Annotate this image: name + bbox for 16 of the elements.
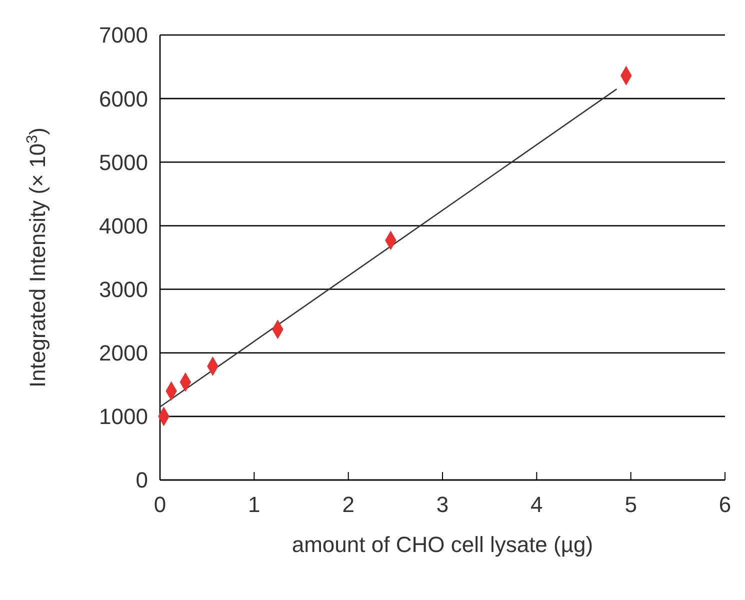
y-tick-label: 4000 — [99, 213, 148, 238]
y-tick-label: 0 — [136, 468, 148, 493]
x-tick-label: 3 — [436, 492, 449, 517]
y-tick-label: 7000 — [99, 22, 148, 48]
y-tick-label: 2000 — [99, 340, 148, 366]
x-tick-label: 2 — [342, 492, 354, 517]
x-tick-label: 5 — [624, 492, 637, 517]
y-tick-label: 5000 — [99, 150, 148, 175]
y-tick-label: 3000 — [99, 276, 148, 302]
x-tick-label: 6 — [718, 492, 732, 517]
x-tick-label: 4 — [530, 492, 543, 517]
y-tick-label: 6000 — [99, 86, 148, 112]
x-tick-label: 0 — [154, 492, 166, 517]
y-tick-label: 1000 — [99, 404, 148, 430]
x-tick-label: 1 — [248, 492, 260, 517]
x-axis-title: amount of CHO cell lysate (µg) — [292, 532, 594, 557]
